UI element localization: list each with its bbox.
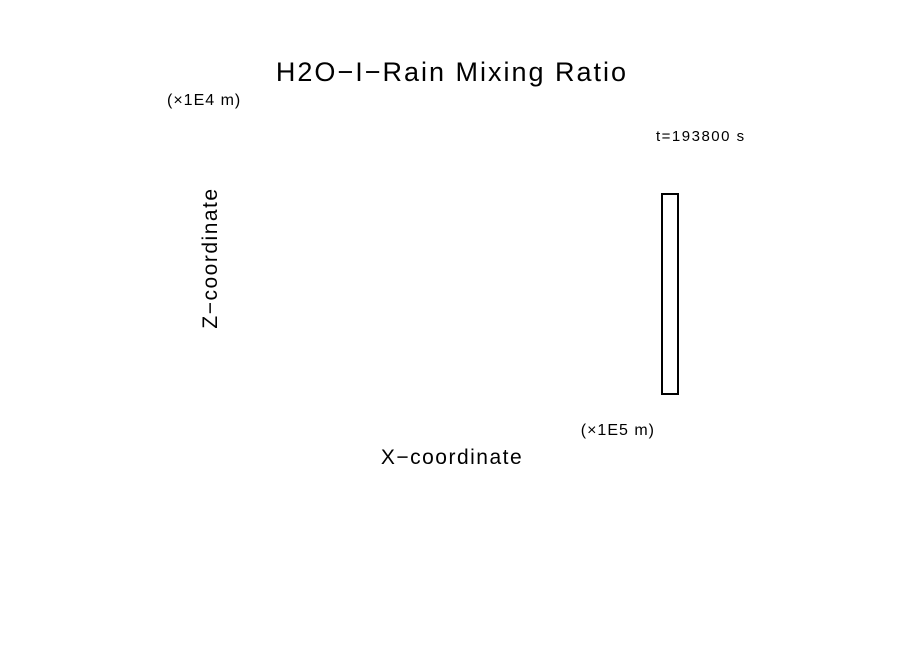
heatmap-canvas: [253, 126, 651, 396]
time-label: t=193800 s: [656, 128, 746, 145]
z-axis-title: Z−coordinate: [199, 187, 222, 329]
z-axis-unit-label: (×1E4 m): [167, 92, 242, 109]
x-axis-unit-label: (×1E5 m): [580, 422, 655, 439]
plot-area: [253, 126, 651, 396]
chart-title: H2O−I−Rain Mixing Ratio: [275, 57, 629, 87]
colorbar: [661, 193, 679, 395]
x-axis-title: X−coordinate: [380, 446, 524, 469]
